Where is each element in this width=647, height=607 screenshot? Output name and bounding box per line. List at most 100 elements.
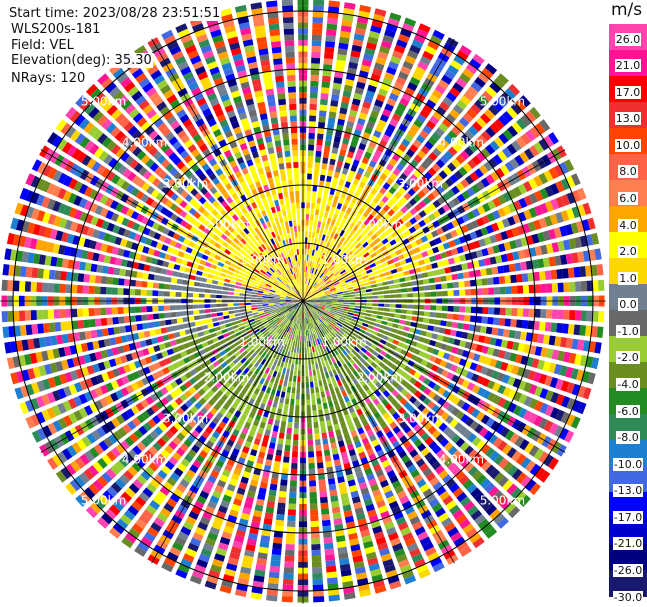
gate [274,306,281,309]
gate [335,287,342,291]
gate [378,268,385,274]
gate [180,336,188,343]
gate [315,386,320,393]
gate [493,276,500,285]
gate [367,373,375,380]
gate [305,324,307,330]
gate [289,486,297,493]
gate [494,360,503,370]
gate [284,311,290,316]
gate [388,435,398,444]
gate [333,233,339,240]
gate [175,305,182,310]
gate [307,305,312,310]
gate [344,266,351,272]
gate [311,289,317,294]
gate [379,407,387,416]
gate [418,292,425,298]
gate [198,370,206,378]
gate [585,325,592,337]
gate [354,27,366,36]
gate [425,264,433,271]
gate [279,397,285,404]
gate [172,361,181,370]
gate [518,211,527,222]
gate [231,448,240,456]
gate [316,197,322,204]
gate [314,256,319,263]
gate [185,348,193,355]
gate [510,319,517,328]
gate [420,330,427,337]
gate [169,355,177,363]
gate [343,295,350,298]
gate [231,373,239,380]
gate [386,177,394,186]
gate [468,466,479,477]
gate [519,151,530,163]
gate [331,278,338,283]
gate [438,327,446,334]
gate [44,336,52,347]
gate [257,306,263,310]
gate [502,400,512,411]
gate [428,203,437,212]
gate [286,295,292,298]
gate [326,395,332,403]
gate [385,163,394,172]
gate [315,244,319,251]
gate [129,288,136,296]
gate [285,332,290,339]
gate [379,173,388,181]
gate [285,549,295,557]
gate [333,518,343,525]
gate [214,326,221,332]
gate [166,348,174,356]
gate [323,254,328,261]
gate [280,305,287,308]
gate [349,222,355,229]
gate [500,164,510,176]
gate [289,491,297,499]
gate [487,392,496,402]
gate [534,386,543,397]
gate [304,289,307,296]
gate [391,87,402,97]
gate [106,317,113,326]
gate [472,334,480,342]
gate [334,374,340,382]
gate [315,313,320,318]
gate [560,178,570,191]
gate [358,112,368,121]
gate [548,335,556,346]
gate [367,222,375,229]
gate [106,348,114,358]
gate [341,312,348,317]
gate [130,405,140,415]
gate [358,481,368,490]
gate [309,316,313,323]
gate [338,397,345,405]
gate [432,445,442,455]
gate [497,440,508,452]
gate [312,28,323,35]
gate [92,340,100,350]
gate [285,298,292,300]
gate [35,239,44,251]
gate [319,306,326,309]
gate [427,213,436,222]
gate [73,260,81,270]
gate [169,425,179,435]
gate [263,339,269,345]
gate [424,452,434,462]
gate [531,358,540,369]
gate [352,316,359,320]
gate [371,439,380,447]
gate [188,377,197,385]
gate [202,384,210,393]
gate [502,264,510,273]
gate [475,249,484,258]
gate [382,516,393,525]
gate [413,223,422,231]
gate [435,433,445,443]
